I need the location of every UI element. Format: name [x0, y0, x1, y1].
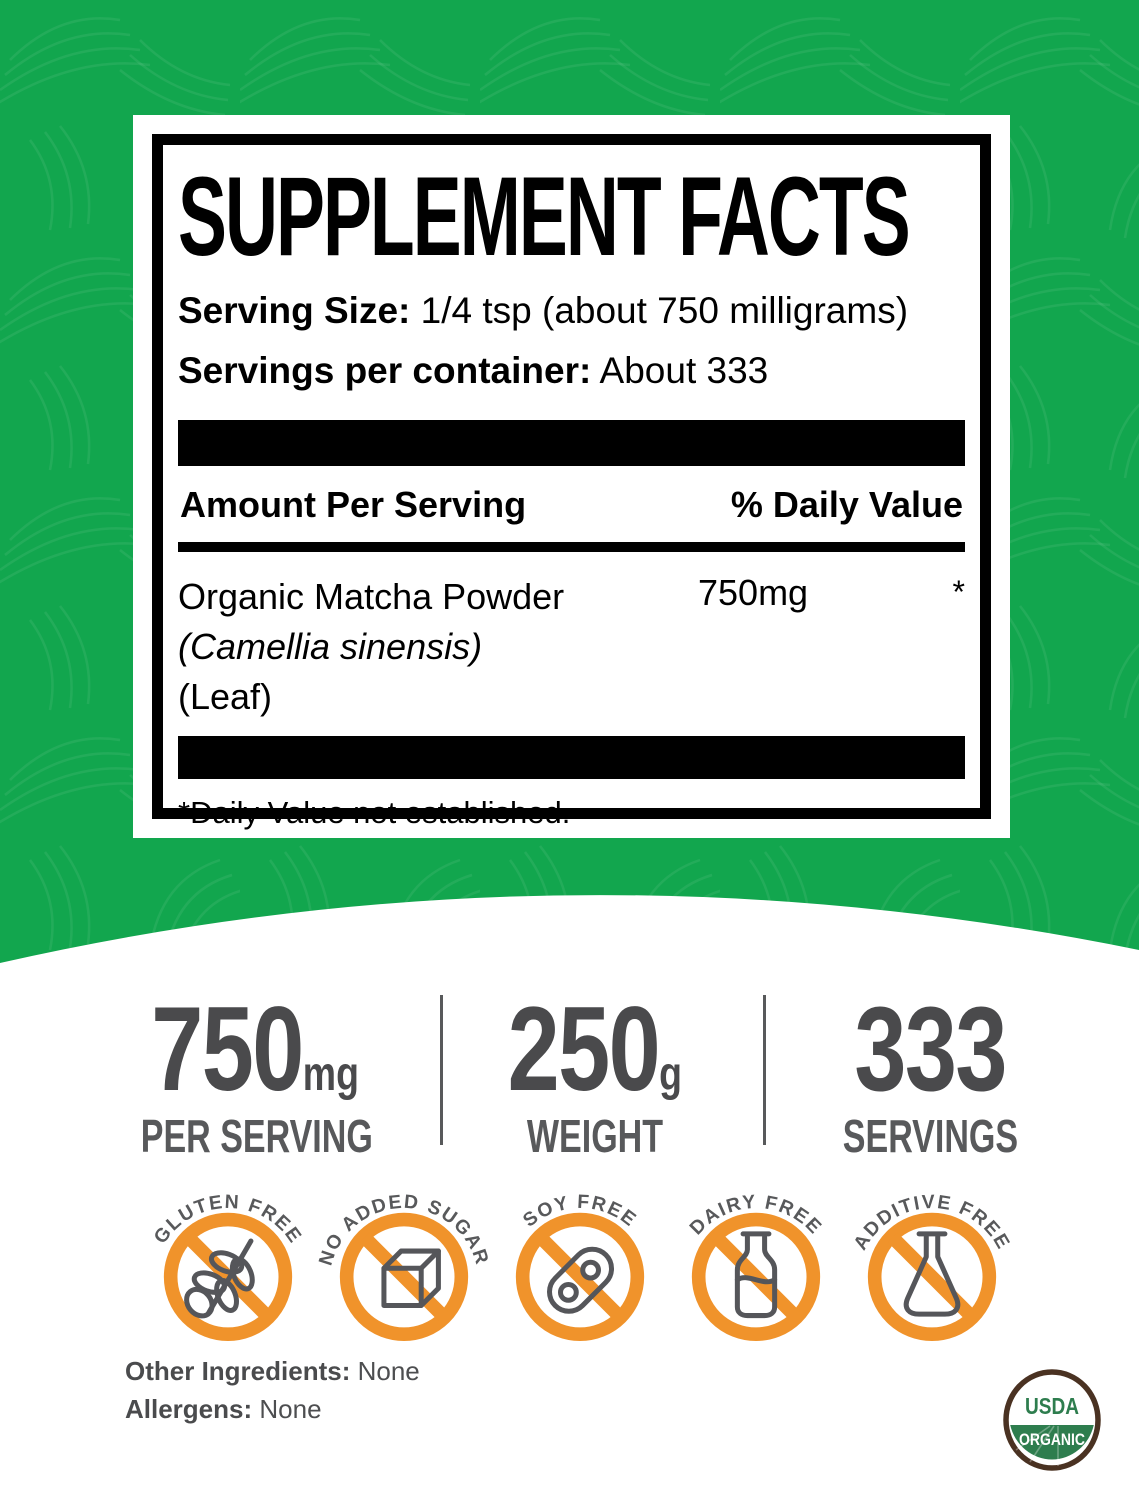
bottom-notes: Other Ingredients: None Allergens: None	[125, 1352, 420, 1428]
stat-weight-label: WEIGHT	[526, 1110, 664, 1162]
amount-per-serving-header: Amount Per Serving	[180, 483, 527, 525]
serving-size-value: 1/4 tsp (about 750 milligrams)	[420, 290, 909, 331]
soy-pod-icon: SOY FREE	[515, 1191, 645, 1342]
allergens-label: Allergens:	[125, 1394, 253, 1424]
ingredient-latin-name: (Camellia sinensis)	[178, 625, 483, 667]
badge-additive-free: ADDITIVE FREE	[844, 1145, 1020, 1360]
ingredient-row: Organic Matcha Powder (Camellia sinensis…	[178, 572, 965, 722]
table-header-row: Amount Per Serving % Daily Value	[178, 466, 965, 542]
stat-servings: 333 SERVINGS	[775, 982, 1085, 1163]
stat-weight: 250g WEIGHT	[445, 982, 745, 1163]
sugar-cube-icon: NO ADDED SUGAR	[318, 1191, 490, 1342]
badge-soy-free: SOY FREE	[492, 1145, 668, 1360]
usda-organic-seal: USDA ORGANIC	[1002, 1368, 1102, 1477]
other-ingredients-value: None	[357, 1356, 420, 1386]
stat-servings-label: SERVINGS	[842, 1110, 1018, 1162]
badge-no-added-sugar: NO ADDED SUGAR	[316, 1145, 492, 1360]
daily-value-footnote: *Daily Value not established.	[178, 794, 571, 830]
facts-border: SUPPLEMENT FACTS Serving Size: 1/4 tsp (…	[152, 134, 991, 830]
serving-size-row: Serving Size: 1/4 tsp (about 750 milligr…	[178, 289, 965, 333]
svg-text:ORGANIC: ORGANIC	[1019, 1430, 1085, 1449]
stat-per-serving: 750mg PER SERVING	[100, 982, 410, 1163]
facts-title: SUPPLEMENT FACTS	[178, 154, 911, 279]
stat-divider	[763, 995, 766, 1145]
other-ingredients-row: Other Ingredients: None	[125, 1352, 420, 1390]
allergens-row: Allergens: None	[125, 1390, 420, 1428]
serving-size-label: Serving Size:	[178, 290, 411, 331]
flask-icon: ADDITIVE FREE	[849, 1191, 1013, 1342]
stat-weight-value: 250g	[507, 982, 683, 1116]
usda-organic-icon: USDA ORGANIC	[1003, 1369, 1101, 1471]
ingredient-plant-part: (Leaf)	[178, 675, 273, 717]
supplement-facts-panel: SUPPLEMENT FACTS Serving Size: 1/4 tsp (…	[133, 115, 1010, 838]
stat-per-serving-label: PER SERVING	[140, 1110, 373, 1162]
badge-dairy-free: DAIRY FREE	[668, 1145, 844, 1360]
stat-servings-value: 333	[854, 982, 1007, 1116]
ingredient-name-block: Organic Matcha Powder (Camellia sinensis…	[178, 572, 698, 722]
curve-divider	[0, 895, 1139, 995]
ingredient-name: Organic Matcha Powder	[178, 575, 565, 617]
milk-bottle-icon: DAIRY FREE	[685, 1191, 825, 1342]
daily-value-header: % Daily Value	[730, 483, 963, 525]
ingredient-dv-asterisk: *	[952, 573, 965, 610]
stat-divider	[440, 995, 443, 1145]
stat-per-serving-value: 750mg	[151, 982, 359, 1116]
ingredient-amount: 750mg	[698, 571, 809, 613]
badge-gluten-free: GLUTEN FREE	[140, 1145, 316, 1360]
allergens-value: None	[259, 1394, 322, 1424]
servings-value: About 333	[599, 350, 769, 392]
other-ingredients-label: Other Ingredients:	[125, 1356, 351, 1386]
divider-bar-bottom	[178, 735, 965, 779]
free-from-badges: GLUTEN FREE NO ADDED SUGAR	[140, 1145, 1020, 1360]
servings-per-container-row: Servings per container: About 333	[178, 349, 965, 393]
servings-label: Servings per container:	[178, 350, 592, 392]
header-rule	[178, 541, 965, 552]
divider-bar-top	[178, 419, 965, 466]
svg-text:USDA: USDA	[1025, 1393, 1079, 1419]
wheat-icon: GLUTEN FREE	[150, 1191, 305, 1342]
